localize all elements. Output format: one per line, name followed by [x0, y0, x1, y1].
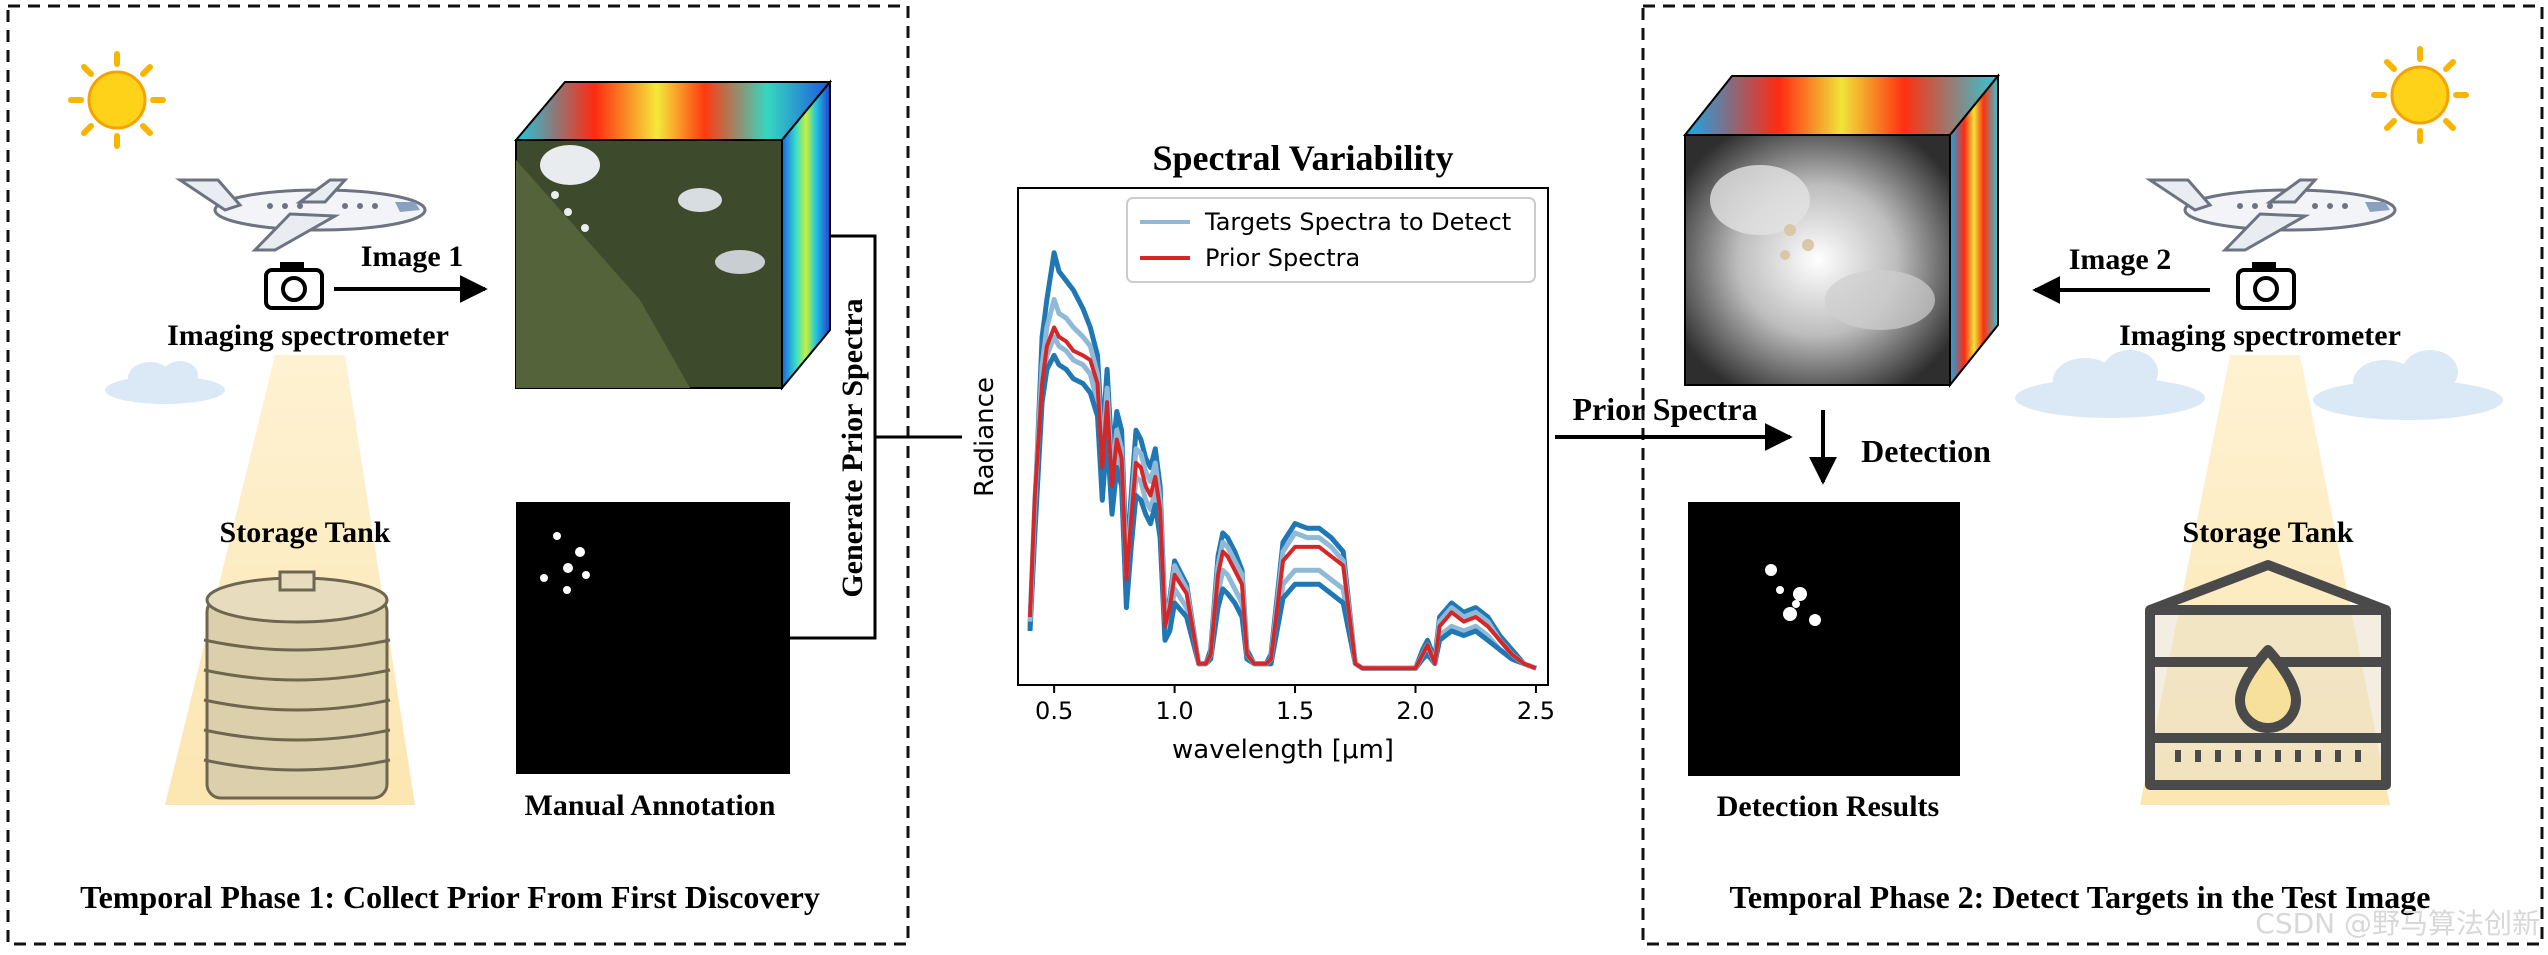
- storage-tank-icon-2: [2145, 560, 2391, 790]
- detection-results-mask: [1688, 502, 1960, 776]
- chart-x-label: wavelength [μm]: [1172, 735, 1394, 765]
- chart-legend: Targets Spectra to Detect Prior Spectra: [1126, 197, 1536, 283]
- phase1-sensor-label: Imaging spectrometer: [167, 319, 449, 352]
- watermark: CSDN @野马算法创新: [2255, 907, 2540, 940]
- detection-label: Detection: [1861, 433, 1991, 469]
- x-tick-label: 2.0: [1396, 697, 1434, 725]
- hyperspectral-cube-1: [513, 79, 833, 391]
- phase1-target-label: Storage Tank: [220, 516, 391, 549]
- hyperspectral-cube-2: [1682, 73, 2001, 388]
- annotation-label: Manual Annotation: [525, 789, 776, 822]
- phase1-frame: [6, 4, 910, 946]
- cloud-icon-2: [2015, 350, 2205, 418]
- chart-x-axis: 0.5 1.0 1.5 2.0 2.5: [1035, 685, 1555, 725]
- prior-spectrum-line: [1028, 325, 1537, 671]
- x-tick-label: 0.5: [1035, 697, 1073, 725]
- phase2-target-label: Storage Tank: [2183, 516, 2354, 549]
- phase1-image-label: Image 1: [361, 240, 463, 273]
- detection-results-label: Detection Results: [1717, 790, 1939, 823]
- chart-title: Spectral Variability: [1152, 138, 1453, 178]
- annotation-mask: [516, 502, 790, 774]
- x-tick-label: 1.5: [1276, 697, 1314, 725]
- phase1-title: Temporal Phase 1: Collect Prior From Fir…: [80, 879, 820, 915]
- storage-tank-icon: [203, 570, 391, 800]
- cloud-icon-3: [2313, 350, 2503, 420]
- sun-icon-2: [2371, 46, 2469, 144]
- phase2-frame: [1641, 4, 2544, 946]
- x-tick-label: 1.0: [1156, 697, 1194, 725]
- camera-icon: [264, 262, 324, 310]
- chart-y-label: Radiance: [970, 377, 1000, 497]
- cloud-icon: [105, 361, 225, 404]
- chart-series-group: [1027, 250, 1537, 671]
- sun-icon: [68, 51, 166, 149]
- phase2-image-label: Image 2: [2069, 243, 2171, 276]
- phase2-title: Temporal Phase 2: Detect Targets in the …: [1730, 879, 2431, 915]
- airplane-icon: [175, 178, 427, 252]
- phase2-sensor-label: Imaging spectrometer: [2119, 319, 2401, 352]
- legend-prior-label: Prior Spectra: [1205, 244, 1360, 272]
- target-spectrum-line: [1027, 352, 1537, 671]
- generate-bracket: [790, 234, 962, 640]
- x-tick-label: 2.5: [1517, 697, 1555, 725]
- legend-target-label: Targets Spectra to Detect: [1204, 208, 1511, 236]
- camera-icon-2: [2236, 262, 2296, 310]
- airplane-icon-2: [2145, 178, 2397, 252]
- phase2-prior-label: Prior Spectra: [1572, 391, 1757, 427]
- generate-prior-label: Generate Prior Spectra: [836, 298, 869, 597]
